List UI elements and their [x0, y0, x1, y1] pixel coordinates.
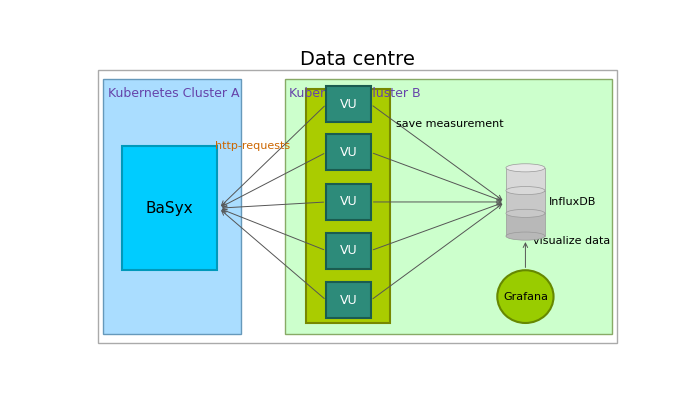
Text: VU: VU [340, 294, 357, 307]
Bar [506, 168, 545, 191]
Bar [327, 86, 371, 122]
Bar [98, 70, 617, 343]
Bar [327, 135, 371, 170]
Bar [103, 79, 242, 334]
Text: VU: VU [340, 195, 357, 208]
Ellipse shape [497, 270, 554, 323]
Bar [506, 191, 545, 213]
Text: VU: VU [340, 98, 357, 111]
Bar [122, 146, 217, 270]
Text: Data centre: Data centre [300, 50, 415, 69]
Text: visualize data: visualize data [533, 236, 610, 246]
Text: K6: K6 [340, 96, 356, 108]
Text: Kubernetes Cluster B: Kubernetes Cluster B [289, 87, 421, 100]
Text: Kubernetes Cluster A: Kubernetes Cluster A [107, 87, 239, 100]
Bar [327, 283, 371, 318]
Bar [285, 79, 612, 334]
Text: save measurement: save measurement [396, 119, 503, 129]
Text: Grafana: Grafana [503, 292, 548, 301]
Ellipse shape [506, 187, 545, 195]
Ellipse shape [506, 232, 545, 240]
Text: VU: VU [340, 146, 357, 159]
Bar [327, 233, 371, 268]
Bar [506, 213, 545, 236]
Ellipse shape [506, 209, 545, 217]
Ellipse shape [506, 164, 545, 172]
Text: InfluxDB: InfluxDB [549, 197, 597, 207]
Text: BaSyx: BaSyx [146, 201, 193, 216]
Bar [306, 89, 390, 323]
Text: VU: VU [340, 244, 357, 257]
Text: http-requests: http-requests [215, 141, 290, 151]
Bar [327, 184, 371, 220]
